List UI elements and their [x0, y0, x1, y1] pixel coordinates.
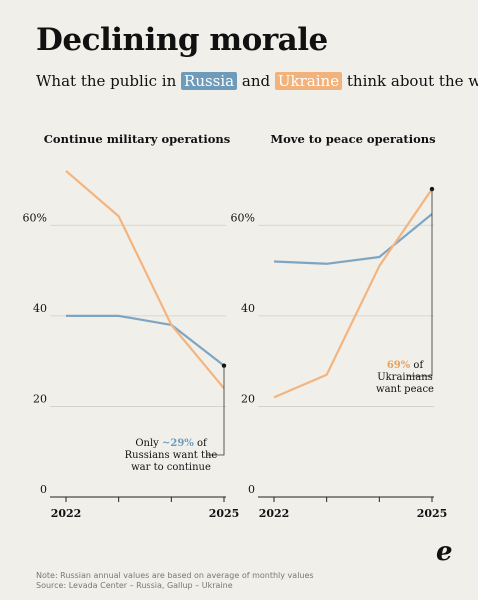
panel-1-y-tick-label: 20 [33, 392, 47, 405]
footer: Note: Russian annual values are based on… [36, 571, 314, 591]
chart-title: Declining morale [36, 22, 328, 58]
publisher-logo: e [436, 537, 453, 567]
panel-1-annotation-leader [207, 365, 225, 456]
panel-2-y-tick-label: 20 [241, 392, 255, 405]
panel-2-annotation-line-1: 69% of [387, 360, 425, 371]
subtitle-pre: What the public in [36, 72, 177, 90]
footer-note: Note: Russian annual values are based on… [36, 571, 314, 580]
panel-1-title: Continue military operations [44, 132, 230, 146]
panel-2-x-tick-label: 2025 [417, 507, 448, 520]
panel-2-series-line-ukraine [273, 188, 433, 399]
panel-2-y-tick-label: 40 [241, 302, 255, 315]
panel-1-y-tick-label: 0 [40, 483, 47, 496]
panel-2-y-tick-label: 60% [231, 211, 255, 224]
panel-1-annotation-line-2: Russians want the [125, 450, 218, 461]
panel-1-x-tick-label: 2025 [209, 507, 240, 520]
panel-2-annotation-leader [407, 189, 433, 377]
panel-2-x-tick-label: 2022 [259, 507, 290, 520]
panel-1-y-tick-label: 60% [23, 211, 47, 224]
panel-1-annotation-dot [221, 363, 227, 368]
panel-1-series-line-ukraine [65, 170, 225, 390]
russia-legend-pill: Russia [181, 72, 238, 90]
chart-subtitle: What the public in Russia and Ukraine th… [36, 72, 478, 90]
panel-1-annotation-line-1: Only ~29% of [135, 438, 208, 449]
panel-1-x-tick-label: 2022 [51, 507, 82, 520]
panel-1-y-tick-label: 40 [33, 302, 47, 315]
panel-2-title: Move to peace operations [270, 132, 435, 146]
subtitle-post: think about the war [346, 72, 478, 90]
panel-2-series-line-russia [273, 213, 433, 265]
panel-2-annotation-line-2: Ukrainians [377, 372, 433, 383]
panel-2-annotation-line-3: want peace [376, 384, 434, 395]
subtitle-and: and [241, 72, 271, 90]
footer-source: Source: Levada Center – Russia, Gallup –… [36, 581, 233, 590]
panel-1-series-line-russia [66, 314, 225, 367]
ukraine-legend-pill: Ukraine [274, 72, 343, 90]
panel-1-annotation-line-3: war to continue [131, 462, 211, 473]
panel-2-y-tick-label: 0 [248, 483, 255, 496]
